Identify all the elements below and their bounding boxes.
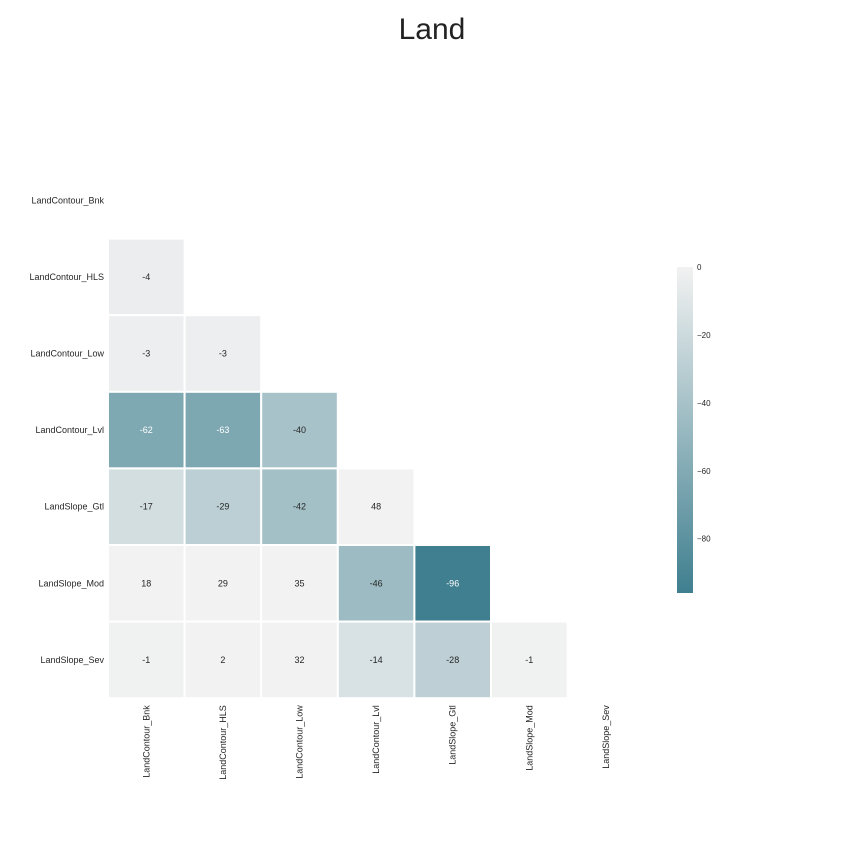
y-tick-labels: LandContour_Bnk LandContour_HLS LandContou… [29,195,104,665]
cell-value-label: -1 [525,655,533,665]
y-tick-label: LandContour_Bnk [31,195,104,205]
heatmap-cell [107,620,186,700]
y-tick-label: LandSlope_Gtl [44,502,104,512]
heatmap-cell [183,544,263,623]
heatmap-cells: -4 -3 -3 -62 -63 -40 -17 -29 -42 48 18 29 35 -46 -96 -1… [107,237,569,700]
chart-title: Land [399,13,466,46]
x-tick-label: LandContour_Lvl [371,705,381,774]
heatmap-cell [183,620,263,700]
cell-value-label: -1 [142,655,150,665]
heatmap-cell [260,620,339,700]
heatmap-cell [413,620,492,700]
cell-value-label: -3 [142,349,150,359]
cell-value-label: -46 [370,578,383,588]
colorbar-tick-label: 0 [697,263,702,272]
cell-value-label: -29 [216,502,229,512]
y-tick-label: LandContour_HLS [29,272,104,282]
y-tick-label: LandContour_Lvl [35,425,104,435]
cell-value-label: -14 [370,655,383,665]
x-tick-labels: LandContour_Bnk LandContour_HLS LandContou… [141,705,611,780]
cell-value-label: -96 [446,578,459,588]
heatmap-cell [260,390,339,470]
x-tick-label: LandSlope_Sev [601,705,611,769]
heatmap-cell [336,544,416,623]
colorbar-tick-label: −60 [697,467,711,476]
heatmap-cell [336,467,416,546]
heatmap-cell [107,237,186,317]
x-tick-label: LandContour_Low [295,705,305,779]
cell-value-label: -40 [293,425,306,435]
x-tick-label: LandContour_HLS [218,705,228,780]
colorbar-tick-label: −20 [697,331,711,340]
cell-value-label: -62 [140,425,153,435]
cell-value-label: -63 [216,425,229,435]
colorbar-tick-label: −80 [697,535,711,544]
y-tick-label: LandSlope_Sev [40,655,104,665]
colorbar-tick-label: −40 [697,399,711,408]
x-tick-label: LandSlope_Mod [524,705,534,771]
x-tick-label: LandSlope_Gtl [448,705,458,765]
cell-value-label: -4 [142,272,150,282]
cell-value-label: 29 [218,578,228,588]
cell-value-label: -3 [219,349,227,359]
heatmap-cell [336,620,416,700]
colorbar: 0 −20 −40 −60 −80 [677,263,711,593]
cell-value-label: -42 [293,502,306,512]
heatmap-cell [183,467,263,546]
heatmap-cell [490,620,569,700]
cell-value-label: 2 [220,655,225,665]
cell-value-label: 18 [141,578,151,588]
heatmap-cell [107,314,186,393]
cell-value-label: 32 [294,655,304,665]
cell-value-label: -28 [446,655,459,665]
cell-value-label: -17 [140,502,153,512]
x-tick-label: LandContour_Bnk [141,705,151,778]
y-tick-label: LandSlope_Mod [38,578,104,588]
colorbar-gradient [677,267,693,593]
y-tick-label: LandContour_Low [30,349,104,359]
cell-value-label: 35 [294,578,304,588]
cell-value-label: 48 [371,502,381,512]
